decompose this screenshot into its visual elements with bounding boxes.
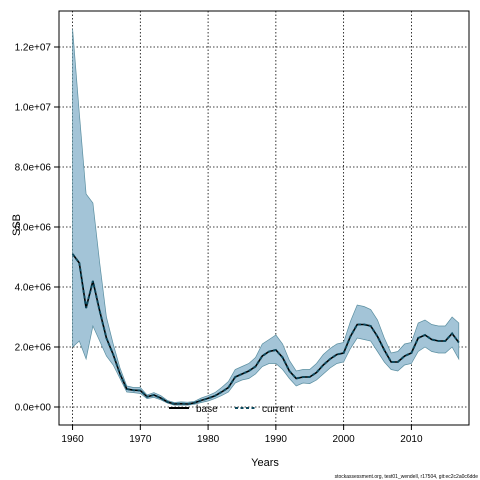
y-axis-label: SSB [11,214,23,236]
legend-label-current: current [262,404,293,415]
x-axis-ticks: 1960 1970 1980 1990 2000 2010 [61,425,423,445]
y-tick-label: 0.0e+00 [15,403,52,414]
y-tick-label: 6.0e+06 [15,223,52,234]
x-axis-label: Years [251,457,279,469]
x-tick-label: 2010 [400,434,423,445]
y-tick-label: 4.0e+06 [15,283,52,294]
legend-label-base: base [196,404,218,415]
x-tick-label: 1960 [61,434,84,445]
x-tick-label: 1980 [197,434,220,445]
y-tick-label: 2.0e+06 [15,343,52,354]
y-axis-ticks: 0.0e+00 2.0e+06 4.0e+06 6.0e+06 8.0e+06 1.0e+… [15,43,59,414]
plot-border [58,10,470,426]
legend: base current [169,404,293,415]
y-tick-label: 1.0e+07 [15,103,52,114]
series-line-current [71,253,460,406]
y-tick-label: 1.2e+07 [15,43,52,54]
footnote: stockassessment.org, test01_wendell, r17… [335,474,479,480]
series-lines [71,253,460,406]
confidence-band [72,28,460,406]
x-tick-label: 1970 [129,434,152,445]
uncertainty-band [72,28,460,406]
x-tick-label: 2000 [333,434,356,445]
y-tick-label: 8.0e+06 [15,163,52,174]
axes [58,10,470,426]
x-tick-label: 1990 [265,434,288,445]
